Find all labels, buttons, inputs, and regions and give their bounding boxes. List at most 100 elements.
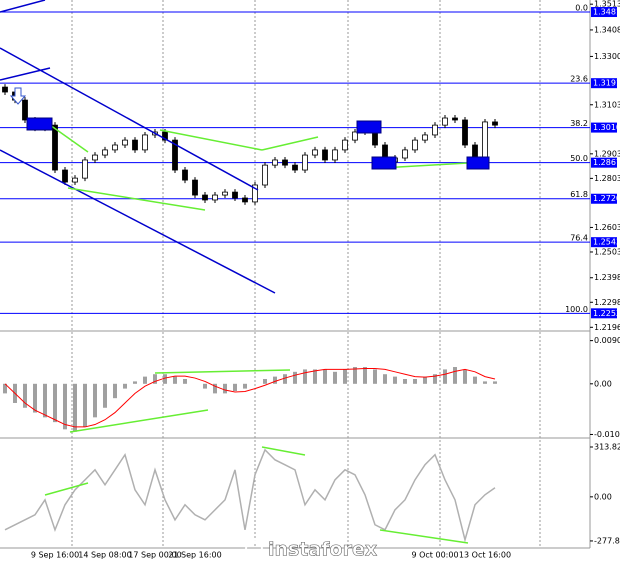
- candle-body: [352, 131, 358, 141]
- macd-bar: [143, 376, 147, 384]
- fib-price-label: 1.2543: [593, 238, 620, 247]
- candle-body: [172, 139, 178, 171]
- divergence-lines: [44, 124, 469, 544]
- fib-price-label: 1.3191: [593, 79, 620, 88]
- macd-bar: [283, 374, 287, 384]
- candle-body: [72, 177, 78, 183]
- macd-bar: [273, 376, 277, 384]
- candle-body: [262, 164, 268, 186]
- candle-body: [102, 149, 108, 156]
- macd-bar: [103, 383, 107, 408]
- cci-line: [4, 448, 496, 543]
- candle-body: [252, 184, 258, 203]
- macd-bar: [153, 374, 157, 384]
- candle-body: [52, 124, 58, 171]
- y-tick-label: 1.3408: [594, 25, 620, 34]
- candle-body: [142, 134, 148, 151]
- macd-bar: [223, 383, 227, 394]
- candle-body: [92, 154, 98, 161]
- candle-body: [412, 139, 418, 151]
- macd-bar: [413, 379, 417, 384]
- fib-price-label: 1.2253: [593, 309, 620, 318]
- fib-price-label: 1.3481: [593, 8, 620, 17]
- arrow-marker: [9, 87, 27, 105]
- candle-body: [242, 197, 248, 203]
- fib-price-box: [591, 308, 617, 319]
- fib-name: 0.0: [575, 4, 588, 13]
- fib-price-label: 1.3010: [593, 123, 620, 132]
- y-tick-label: 1.3103: [594, 100, 620, 109]
- macd-bar: [323, 369, 327, 384]
- y-tick-label: 0.00901: [594, 336, 620, 345]
- candle-body: [2, 86, 8, 93]
- y-tick-label: 1.3300: [594, 52, 620, 61]
- candle-body: [402, 149, 408, 159]
- macd-bar: [363, 367, 367, 384]
- macd-bar: [213, 383, 217, 394]
- macd-bar: [123, 383, 127, 389]
- macd-bar: [303, 369, 307, 384]
- macd-bar: [183, 379, 187, 384]
- y-tick-label: -277.8440: [594, 536, 620, 545]
- macd-bar: [353, 367, 357, 384]
- y-tick-label: -0.01057: [594, 430, 620, 439]
- signal-line: [4, 367, 496, 428]
- macd-bar: [463, 369, 467, 384]
- highlight-boxes: [26, 117, 490, 170]
- macd-bar: [43, 383, 47, 418]
- candle-body: [442, 117, 448, 126]
- candle-body: [462, 119, 468, 146]
- macd-bar: [453, 367, 457, 384]
- fib-price-box: [591, 7, 617, 18]
- x-tick-label: 17 Sep 00:00: [128, 551, 181, 560]
- candle-body: [192, 179, 198, 196]
- candle-body: [452, 117, 458, 121]
- y-tick-label: 1.2196: [594, 323, 620, 332]
- candle-body: [22, 99, 28, 121]
- fib-name: 100.0: [565, 305, 588, 314]
- y-tick-label: 1.2803: [594, 174, 620, 183]
- macd-bar: [443, 369, 447, 384]
- macd-bar: [203, 383, 207, 389]
- fib-name: 50.0: [570, 154, 588, 163]
- candle-body: [312, 149, 318, 156]
- y-tick-label: 0.00: [594, 492, 612, 501]
- watermark-text: instaforex: [268, 539, 377, 561]
- period-separators: [71, 0, 541, 548]
- fib-price-box: [591, 78, 617, 89]
- y-tick-label: 1.2903: [594, 149, 620, 158]
- fib-name: 23.6: [570, 75, 588, 84]
- fib-price-box: [591, 193, 617, 204]
- y-tick-label: 1.2503: [594, 247, 620, 256]
- candle-body: [332, 149, 338, 161]
- macd-bar: [483, 381, 487, 384]
- macd-bar: [113, 383, 117, 399]
- y-tick-label: 1.2398: [594, 273, 620, 282]
- candle-body: [82, 159, 88, 179]
- macd-bar: [343, 369, 347, 384]
- x-tick-label: 9 Oct 00:00: [411, 551, 458, 560]
- macd-bar: [313, 369, 317, 384]
- candle-body: [282, 159, 288, 166]
- candle-body: [162, 131, 168, 141]
- macd-bar: [173, 376, 177, 384]
- candle-body: [432, 124, 438, 136]
- macd-bar: [23, 383, 27, 408]
- candle-body: [472, 144, 478, 159]
- macd-bar: [33, 383, 37, 413]
- candle-body: [322, 149, 328, 161]
- candle-body: [292, 164, 298, 171]
- macd-bar: [433, 374, 437, 384]
- x-tick-label: 9 Sep 16:00: [31, 551, 79, 560]
- fib-price-box: [591, 237, 617, 248]
- macd-bar: [83, 383, 87, 427]
- y-tick-label: 313.8212: [594, 443, 620, 452]
- x-tick-label: 13 Oct 16:00: [459, 551, 511, 560]
- macd-bar: [93, 383, 97, 418]
- macd-bar: [373, 369, 377, 384]
- candle-body: [272, 159, 278, 166]
- candle-body: [132, 139, 138, 151]
- y-tick-label: 0.00: [594, 379, 612, 388]
